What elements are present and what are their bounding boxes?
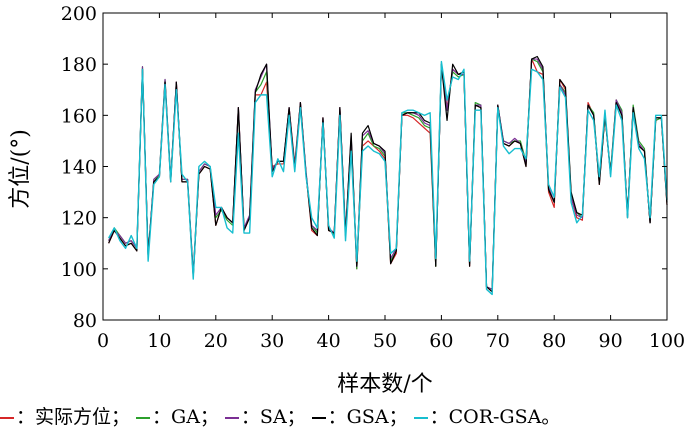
series-line-cor-gsa xyxy=(108,60,668,296)
legend-swatch xyxy=(224,417,239,419)
y-axis-label: 方位/(°) xyxy=(8,129,33,209)
legend-entry: ：GSA； xyxy=(311,402,408,429)
plot-area xyxy=(108,55,668,296)
x-tick-label: 90 xyxy=(599,330,623,352)
legend-entry: ：COR-GSA。 xyxy=(413,402,561,429)
y-tick-label: 160 xyxy=(61,105,97,127)
x-tick-label: 100 xyxy=(649,330,685,352)
x-axis-label: 样本数/个 xyxy=(337,372,432,397)
x-tick-label: 50 xyxy=(373,330,397,352)
x-tick-label: 70 xyxy=(486,330,510,352)
y-tick-label: 200 xyxy=(61,3,97,25)
x-tick-label: 20 xyxy=(204,330,228,352)
legend-label: ：实际方位； xyxy=(16,406,131,428)
legend-entry: ：实际方位； xyxy=(0,402,130,429)
axes: 0 10 20 30 40 50 60 70 80 90 100 80 100 120 140 160 180 2… xyxy=(61,3,685,352)
x-tick-label: 80 xyxy=(542,330,566,352)
legend-swatch xyxy=(0,417,14,419)
y-tick-label: 80 xyxy=(73,310,97,332)
x-tick-label: 30 xyxy=(260,330,284,352)
legend-label: ：GSA； xyxy=(327,406,408,428)
y-tick-label: 120 xyxy=(61,208,97,230)
y-tick-label: 180 xyxy=(61,54,97,76)
x-tick-label: 0 xyxy=(97,330,109,352)
legend-label: ：COR-GSA。 xyxy=(429,406,561,428)
legend-label: ：SA； xyxy=(240,406,306,428)
legend-entry: ：SA； xyxy=(224,402,306,429)
legend-label: ：GA； xyxy=(152,406,219,428)
legend-swatch xyxy=(311,417,326,419)
x-tick-label: 60 xyxy=(429,330,453,352)
legend: ：实际方位； ：GA； ：SA； ：GSA； ：COR-GSA。 xyxy=(0,402,700,434)
x-tick-label: 10 xyxy=(147,330,171,352)
x-tick-label: 40 xyxy=(317,330,341,352)
legend-swatch xyxy=(413,417,428,419)
legend-swatch xyxy=(136,417,151,419)
y-tick-label: 140 xyxy=(61,157,97,179)
y-tick-label: 100 xyxy=(61,259,97,281)
legend-entry: ：GA； xyxy=(136,402,219,429)
